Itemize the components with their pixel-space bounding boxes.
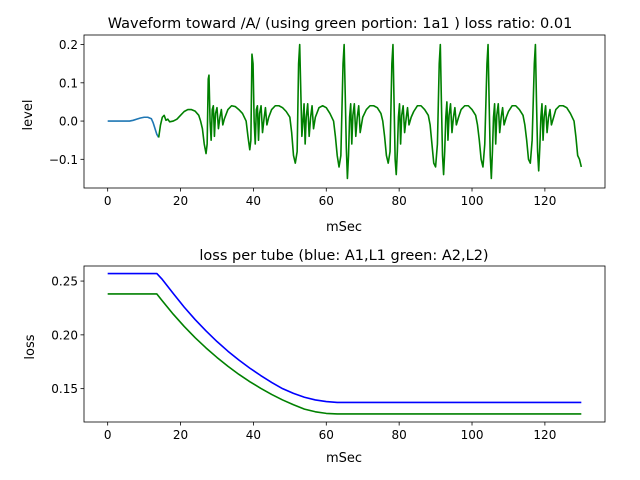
waveform-chart-ticks: 0 20 40 60 80 100 120 −0.1 0.0 0.1 0.2	[49, 38, 556, 208]
y-tick-label: −0.1	[49, 153, 78, 167]
y-tick-label: 0.15	[51, 382, 78, 396]
loss-series-line-2	[107, 293, 582, 415]
waveform-chart-xlabel: mSec	[326, 220, 362, 235]
waveform-chart-frame	[83, 34, 606, 189]
loss-chart-title: loss per tube (blue: A1,L1 green: A2,L2)	[199, 248, 488, 264]
x-tick-label: 20	[173, 428, 188, 442]
x-tick-label: 0	[104, 428, 112, 442]
loss-chart-lines	[107, 272, 582, 415]
loss-chart: loss per tube (blue: A1,L1 green: A2,L2)…	[23, 248, 606, 466]
x-tick-label: 20	[173, 194, 188, 208]
x-tick-label: 60	[319, 428, 334, 442]
y-tick-label: 0.1	[59, 76, 78, 90]
x-tick-label: 60	[319, 194, 334, 208]
waveform-chart: Waveform toward /A/ (using green portion…	[21, 16, 606, 235]
x-tick-label: 120	[533, 428, 556, 442]
x-tick-label: 40	[246, 194, 261, 208]
y-tick-label: 0.20	[51, 328, 78, 342]
y-tick-label: 0.2	[59, 38, 78, 52]
x-tick-label: 120	[533, 194, 556, 208]
x-tick-label: 80	[392, 428, 407, 442]
y-tick-label: 0.25	[51, 275, 78, 289]
x-tick-label: 40	[246, 428, 261, 442]
y-tick-label: 0.0	[59, 115, 78, 129]
x-tick-label: 100	[461, 194, 484, 208]
loss-series-line-1	[107, 272, 582, 404]
waveform-series-line-1	[107, 116, 160, 138]
loss-chart-ylabel: loss	[23, 334, 38, 359]
waveform-series-line-2	[157, 43, 583, 180]
waveform-chart-lines	[107, 43, 583, 180]
x-tick-label: 100	[461, 428, 484, 442]
loss-chart-xlabel: mSec	[326, 451, 362, 466]
x-tick-label: 0	[104, 194, 112, 208]
waveform-chart-title: Waveform toward /A/ (using green portion…	[108, 16, 573, 32]
loss-chart-frame	[83, 265, 606, 423]
loss-chart-ticks: 0 20 40 60 80 100 120 0.15 0.20 0.25	[51, 275, 556, 442]
waveform-chart-ylabel: level	[21, 100, 36, 131]
x-tick-label: 80	[392, 194, 407, 208]
